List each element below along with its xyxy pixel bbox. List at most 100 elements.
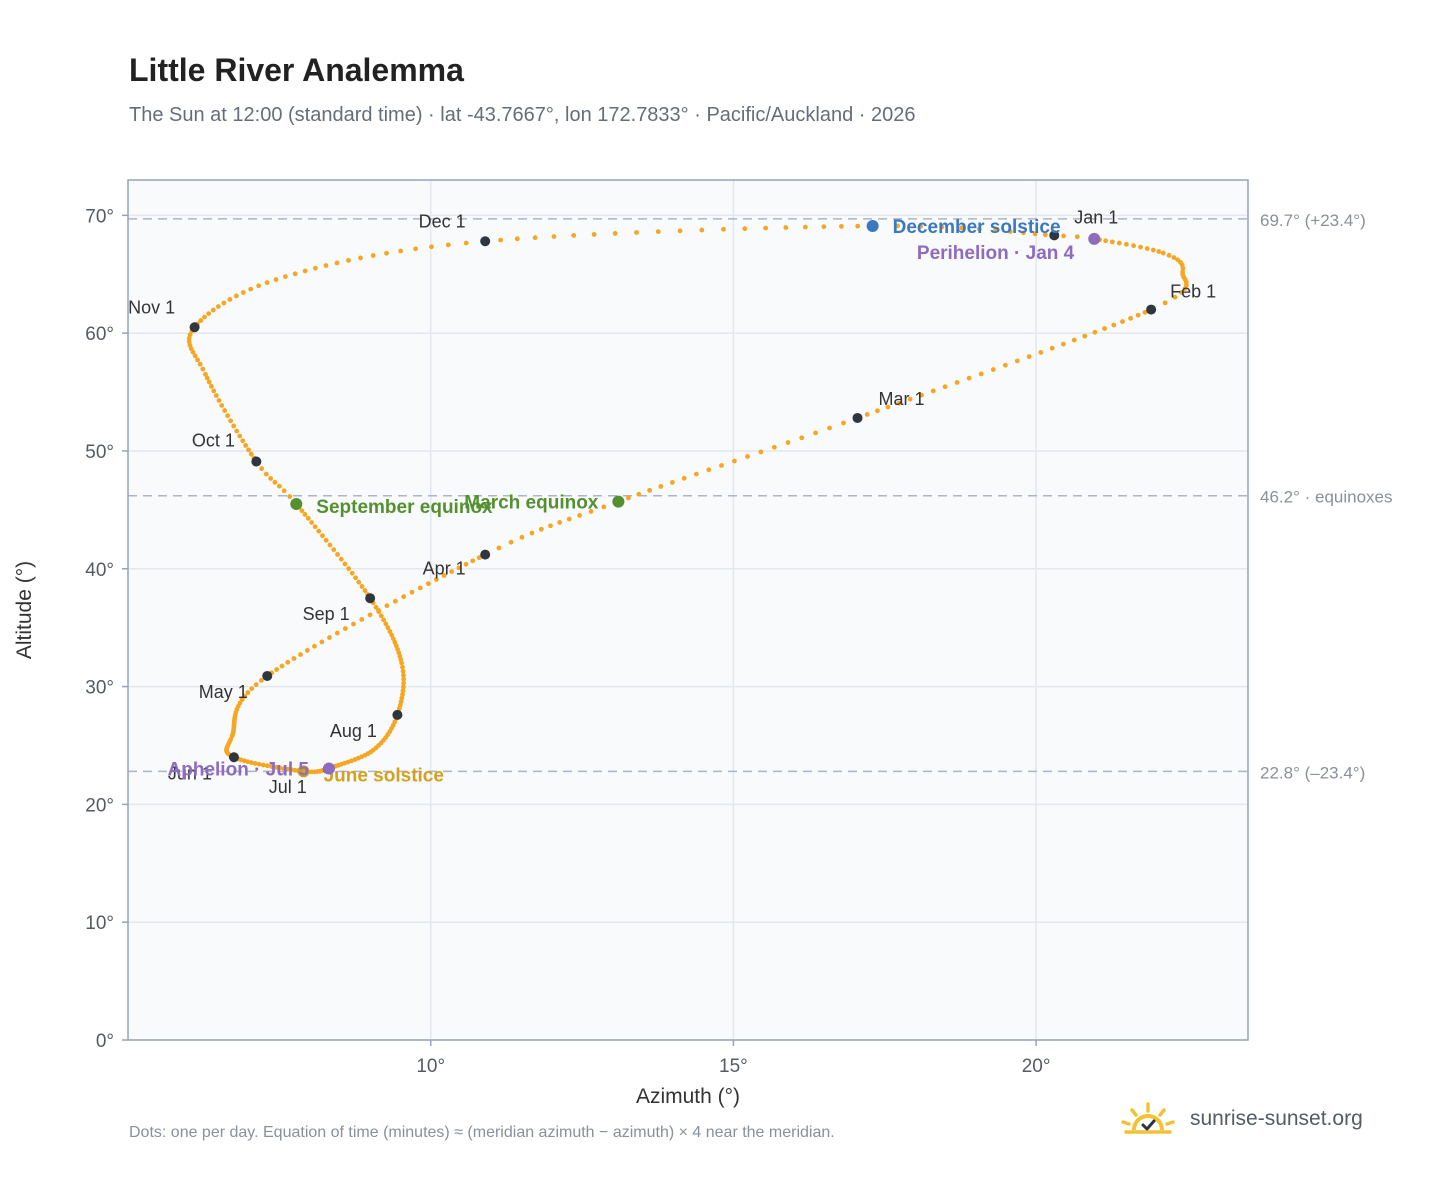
day-dot	[838, 223, 844, 229]
day-dot	[771, 444, 777, 450]
event-label: March equinox	[464, 493, 599, 514]
month-marker-dot	[189, 322, 200, 333]
day-dot	[1074, 234, 1080, 240]
day-dot	[346, 566, 352, 572]
day-dot	[362, 588, 368, 593]
day-dot	[381, 617, 387, 623]
day-dot	[331, 547, 337, 553]
day-dot	[221, 300, 227, 306]
day-dot	[291, 656, 297, 661]
day-dot	[813, 430, 818, 436]
month-marker-label: Mar 1	[879, 389, 925, 409]
day-dot	[298, 652, 303, 657]
day-dot	[281, 488, 287, 494]
day-dot	[742, 226, 748, 232]
month-marker-dot	[852, 412, 863, 423]
day-dot	[841, 420, 846, 426]
day-dot	[625, 495, 631, 501]
day-dot	[305, 515, 311, 521]
day-dot	[252, 760, 258, 766]
day-dot	[287, 494, 293, 499]
day-dot	[919, 392, 924, 398]
month-marker-label: Jul 1	[269, 777, 307, 797]
day-dot	[930, 388, 936, 394]
day-dot	[256, 283, 262, 289]
x-tick-label: 15°	[719, 1056, 748, 1077]
day-dot	[400, 664, 405, 670]
day-dot	[681, 475, 687, 481]
day-dot	[385, 625, 391, 631]
event-markers: December solstice Perihelion · Jan 4 March…	[168, 217, 1101, 786]
day-dot	[269, 764, 274, 769]
day-dot	[413, 246, 419, 252]
day-dot	[243, 443, 249, 448]
day-dot	[208, 383, 214, 389]
day-dot	[799, 435, 805, 441]
day-dot	[387, 629, 393, 634]
day-dot	[1026, 354, 1032, 360]
event-label: June solstice	[324, 765, 444, 786]
event-label: December solstice	[893, 217, 1061, 238]
day-dot	[548, 523, 553, 529]
day-dot	[378, 613, 384, 619]
day-dot	[192, 353, 198, 359]
footnote: Dots: one per day. Equation of time (min…	[129, 1124, 835, 1141]
day-dot	[277, 765, 283, 771]
chart-subtitle: The Sun at 12:00 (standard time) · lat -…	[129, 104, 916, 126]
day-dot	[647, 487, 653, 493]
day-dot	[1049, 345, 1055, 351]
day-dot	[1060, 341, 1066, 347]
x-axis-label: Azimuth (°)	[636, 1085, 740, 1108]
day-dot	[245, 690, 251, 695]
day-dot	[1144, 246, 1150, 251]
day-dot	[253, 682, 259, 688]
day-dot	[601, 504, 607, 510]
day-dot	[1102, 326, 1107, 331]
day-dot	[978, 371, 984, 377]
day-dot	[551, 234, 557, 239]
day-dot	[225, 413, 231, 419]
event-dot	[1088, 232, 1101, 245]
day-dot	[445, 242, 451, 248]
day-dot	[538, 526, 544, 532]
day-dot	[200, 366, 206, 372]
day-dot	[470, 558, 476, 564]
event-dot	[290, 497, 303, 510]
day-dot	[1103, 238, 1109, 244]
brand[interactable]: sunrise-sunset.org	[1120, 1102, 1363, 1136]
day-dot	[248, 760, 254, 765]
month-marker-dot	[228, 752, 239, 763]
day-dot	[1131, 243, 1136, 249]
month-marker-label: Jan 1	[1074, 207, 1118, 227]
day-dot	[758, 449, 764, 455]
event-dot	[612, 495, 625, 508]
day-dot	[227, 297, 233, 302]
day-dot	[669, 480, 675, 485]
day-dot	[400, 668, 406, 674]
day-dot	[1179, 290, 1184, 295]
day-dot	[1171, 255, 1177, 260]
day-dot	[187, 332, 193, 338]
day-dot	[273, 764, 279, 770]
day-dot	[327, 542, 333, 548]
day-dot	[256, 761, 262, 767]
month-marker-dot	[365, 593, 376, 604]
day-dot	[264, 763, 270, 769]
day-dot	[441, 573, 447, 578]
day-dot	[1038, 349, 1044, 355]
day-dot	[1061, 233, 1066, 239]
month-markers: Jan 1 Feb 1 Mar 1 Apr 1 May 1 Jun 1 Jul 1 Aug 1…	[128, 207, 1216, 797]
month-marker-label: Oct 1	[192, 431, 235, 451]
event-label: Perihelion · Jan 4	[917, 243, 1075, 264]
day-dot	[612, 231, 618, 236]
day-dot	[1032, 231, 1038, 237]
day-dot	[320, 533, 325, 539]
day-dot	[399, 695, 405, 701]
day-dot	[498, 237, 503, 243]
month-marker-dot	[262, 670, 273, 681]
day-dot	[283, 274, 288, 280]
day-dot	[745, 454, 750, 459]
month-marker-dot	[480, 236, 491, 247]
event-dot	[866, 219, 879, 232]
day-dot	[210, 307, 216, 313]
